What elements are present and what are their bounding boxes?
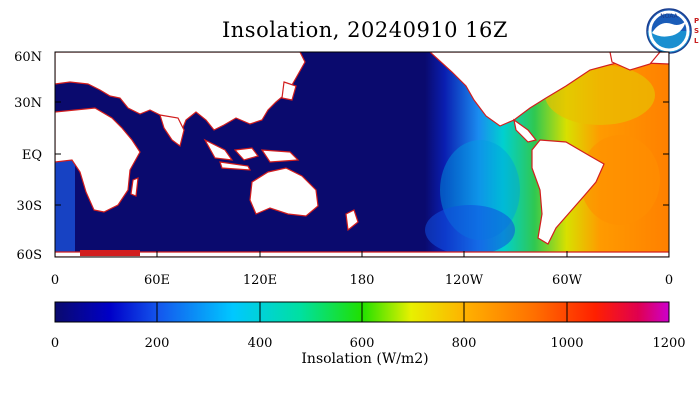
colorbar-tick: 1200 — [652, 336, 685, 351]
lon-label: 60W — [552, 273, 583, 288]
lat-label: 30S — [17, 199, 42, 214]
colorbar-tick: 1000 — [550, 336, 583, 351]
map-plot-area — [55, 52, 669, 257]
lat-label: 60N — [14, 50, 42, 65]
colorbar-label: Insolation (W/m2) — [301, 351, 429, 367]
lon-label: 60E — [144, 273, 170, 288]
colorbar-tick: 0 — [51, 336, 59, 351]
map-title: Insolation, 20240910 16Z — [221, 18, 509, 42]
lat-label: EQ — [22, 148, 42, 163]
svg-text:L: L — [694, 37, 699, 45]
lat-label: 60S — [17, 248, 42, 263]
svg-text:NOAA: NOAA — [660, 13, 678, 20]
lon-label: 120W — [445, 273, 484, 288]
colorbar-tick: 200 — [145, 336, 170, 351]
lon-label: 0 — [51, 273, 59, 288]
colorbar-tick: 600 — [350, 336, 375, 351]
land-masses — [55, 52, 669, 257]
svg-text:P: P — [694, 17, 699, 25]
svg-text:S: S — [694, 27, 699, 35]
lon-label: 0 — [665, 273, 673, 288]
colorbar-tick: 800 — [452, 336, 477, 351]
lon-label: 180 — [350, 273, 375, 288]
lat-label: 30N — [14, 96, 42, 111]
noaa-logo: NOAA PSL — [646, 8, 699, 54]
lon-label: 120E — [243, 273, 277, 288]
colorbar-tick: 400 — [248, 336, 273, 351]
